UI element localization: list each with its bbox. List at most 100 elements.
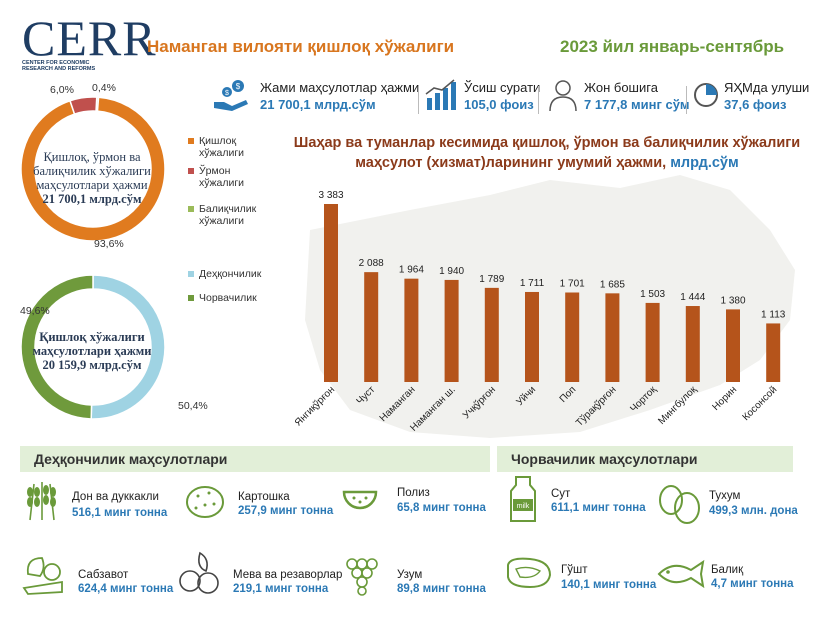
- crop-melon-name: Полиз: [397, 487, 430, 499]
- logo: CERR CENTER FOR ECONOMIC RESEARCH AND RE…: [22, 10, 157, 72]
- bar-10: [726, 309, 740, 382]
- bar-9: [685, 306, 700, 382]
- chart-title: Шаҳар ва туманлар кесимида қишлоқ, ўрмон…: [292, 133, 802, 173]
- bar-5: [525, 291, 539, 382]
- donut2-label-livestock: 49,6%: [20, 305, 50, 317]
- bar-value-label-3: 1 940: [439, 266, 464, 277]
- meat-icon: [507, 557, 552, 589]
- category-label-10: Норин: [711, 384, 740, 413]
- legend-crops: Деҳқончилик: [199, 268, 262, 280]
- milk-icon-text: milk: [517, 503, 530, 510]
- bar-4: [484, 287, 499, 382]
- vegetables-icon: [22, 557, 63, 595]
- legend-livestock: Чорвачилик: [199, 292, 257, 304]
- kpi-growth-value: 105,0 фоиз: [464, 97, 534, 112]
- donut-chart-agriculture: [20, 274, 166, 420]
- crop-potato-value: 257,9 минг тонна: [238, 505, 334, 517]
- chart-title-line2: маҳсулот (хизмат)ларининг умумий ҳажми,: [355, 155, 667, 171]
- crop-fruits-value: 219,1 минг тонна: [233, 583, 329, 595]
- bar-value-label-4: 1 789: [479, 274, 504, 285]
- crop-vegetables-value: 624,4 минг тонна: [78, 583, 174, 595]
- category-label-0: Янгиқўрғон: [292, 384, 337, 429]
- legend-swatch-agriculture: [188, 138, 194, 144]
- donut1-label-fishery: 0,4%: [92, 82, 116, 94]
- svg-text:$: $: [236, 82, 241, 91]
- bar-1: [364, 272, 379, 382]
- crop-grain-name: Дон ва дуккакли: [72, 491, 159, 503]
- legend-swatch-fishery: [188, 206, 194, 212]
- fruits-icon: [179, 551, 219, 594]
- period-label: 2023 йил январь-сентябрь: [560, 37, 785, 56]
- donut-chart-sectors: [20, 96, 166, 242]
- legend-sectors: Қишлоқ хўжалиги Ўрмон хўжалиги Балиқчили…: [188, 135, 288, 233]
- bar-value-label-1: 2 088: [359, 258, 384, 269]
- crop-grapes-name: Узум: [397, 569, 423, 581]
- kpi-gdp-share-value: 37,6 фоиз: [724, 97, 787, 112]
- donut2-center-text: Қишлоқ хўжалиги маҳсулотлари ҳажми 20 15…: [30, 330, 154, 372]
- livestock-eggs-name: Тухум: [709, 490, 741, 502]
- potato-icon: [186, 486, 224, 518]
- chart-title-line1: Шаҳар ва туманлар кесимида қишлоқ, ўрмон…: [293, 135, 801, 151]
- donut2-center-line1: Қишлоқ хўжалиги: [39, 330, 145, 344]
- crop-potato-name: Картошка: [238, 491, 290, 503]
- bar-value-label-11: 1 113: [761, 309, 786, 320]
- wheat-icon: [27, 482, 56, 521]
- donut2-center-line2: маҳсулотлари ҳажми: [32, 344, 152, 358]
- kpi-total-label: Жами маҳсулотлар ҳажми: [260, 80, 420, 95]
- livestock-eggs-value: 499,3 млн. дона: [709, 505, 798, 517]
- crop-vegetables-name: Сабзавот: [78, 569, 129, 581]
- livestock-section-header: Чорвачилик маҳсулотлари: [497, 446, 793, 472]
- livestock-meat-name: Гўшт: [561, 564, 588, 576]
- bar-value-label-10: 1 380: [720, 295, 745, 306]
- logo-subtitle: CENTER FOR ECONOMIC RESEARCH AND REFORMS: [22, 60, 96, 72]
- bar-value-label-8: 1 503: [640, 289, 665, 300]
- livestock-milk-value: 611,1 минг тонна: [551, 502, 646, 514]
- kpi-total-value: 21 700,1 млрд.сўм: [260, 97, 376, 112]
- donut1-label-forestry: 6,0%: [50, 84, 74, 96]
- legend-swatch-crops: [188, 271, 194, 277]
- legend-agri: Деҳқончилик Чорвачилик: [188, 268, 288, 312]
- pie-share-icon: [694, 83, 718, 107]
- donut1-center-line1: Қишлоқ, ўрмон ва: [43, 150, 141, 164]
- milk-icon: milk: [510, 476, 536, 522]
- region-map-background: [305, 175, 795, 438]
- bar-value-label-7: 1 685: [600, 279, 625, 290]
- svg-text:$: $: [225, 90, 229, 97]
- growth-chart-icon: [425, 79, 456, 110]
- donut1-center-text: Қишлоқ, ўрмон ва балиқчилик хўжалиги маҳ…: [30, 150, 154, 206]
- donut1-center-value: 21 700,1 млрд.сўм: [42, 192, 142, 206]
- kpi-growth-label: Ўсиш сурати: [464, 80, 541, 95]
- category-label-11: Косонсой: [741, 384, 780, 423]
- eggs-icon: [659, 485, 700, 524]
- person-icon: [549, 80, 577, 112]
- logo-text: CERR: [22, 10, 157, 66]
- chart-title-unit: млрд.сўм: [670, 155, 739, 171]
- crop-grapes-value: 89,8 минг тонна: [397, 583, 486, 595]
- legend-swatch-livestock: [188, 295, 194, 301]
- donut2-slice-1: [20, 274, 94, 420]
- donut2-center-value: 20 159,9 млрд.сўм: [42, 358, 142, 372]
- legend-agriculture: Қишлоқ хўжалиги: [199, 135, 245, 159]
- donut1-slice-2: [69, 96, 98, 115]
- crop-grain-value: 516,1 минг тонна: [72, 507, 168, 519]
- bar-value-label-9: 1 444: [680, 292, 705, 303]
- livestock-meat-value: 140,1 минг тонна: [561, 579, 657, 591]
- donut1-center-line3: маҳсулотлари ҳажми: [36, 178, 148, 192]
- donut1-center-line2: балиқчилик хўжалиги: [33, 164, 151, 178]
- legend-forestry: Ўрмон хўжалиги: [199, 165, 245, 189]
- money-hand-icon: $ $: [214, 80, 248, 111]
- bar-6: [565, 292, 580, 382]
- bar-7: [605, 293, 620, 382]
- crops-section-header: Деҳқончилик маҳсулотлари: [20, 446, 490, 472]
- crop-melon-value: 65,8 минг тонна: [397, 502, 486, 514]
- livestock-milk-name: Сут: [551, 488, 571, 500]
- bar-0: [324, 204, 338, 382]
- bar-value-label-6: 1 701: [560, 279, 585, 290]
- bar-11: [766, 323, 781, 382]
- bar-3: [444, 279, 459, 382]
- page-title: Наманган вилояти қишлоқ хўжалиги: [147, 37, 455, 56]
- crop-fruits-name: Мева ва резаворлар: [233, 569, 343, 581]
- legend-swatch-forestry: [188, 168, 194, 174]
- kpi-per-capita-value: 7 177,8 минг сўм: [584, 97, 690, 112]
